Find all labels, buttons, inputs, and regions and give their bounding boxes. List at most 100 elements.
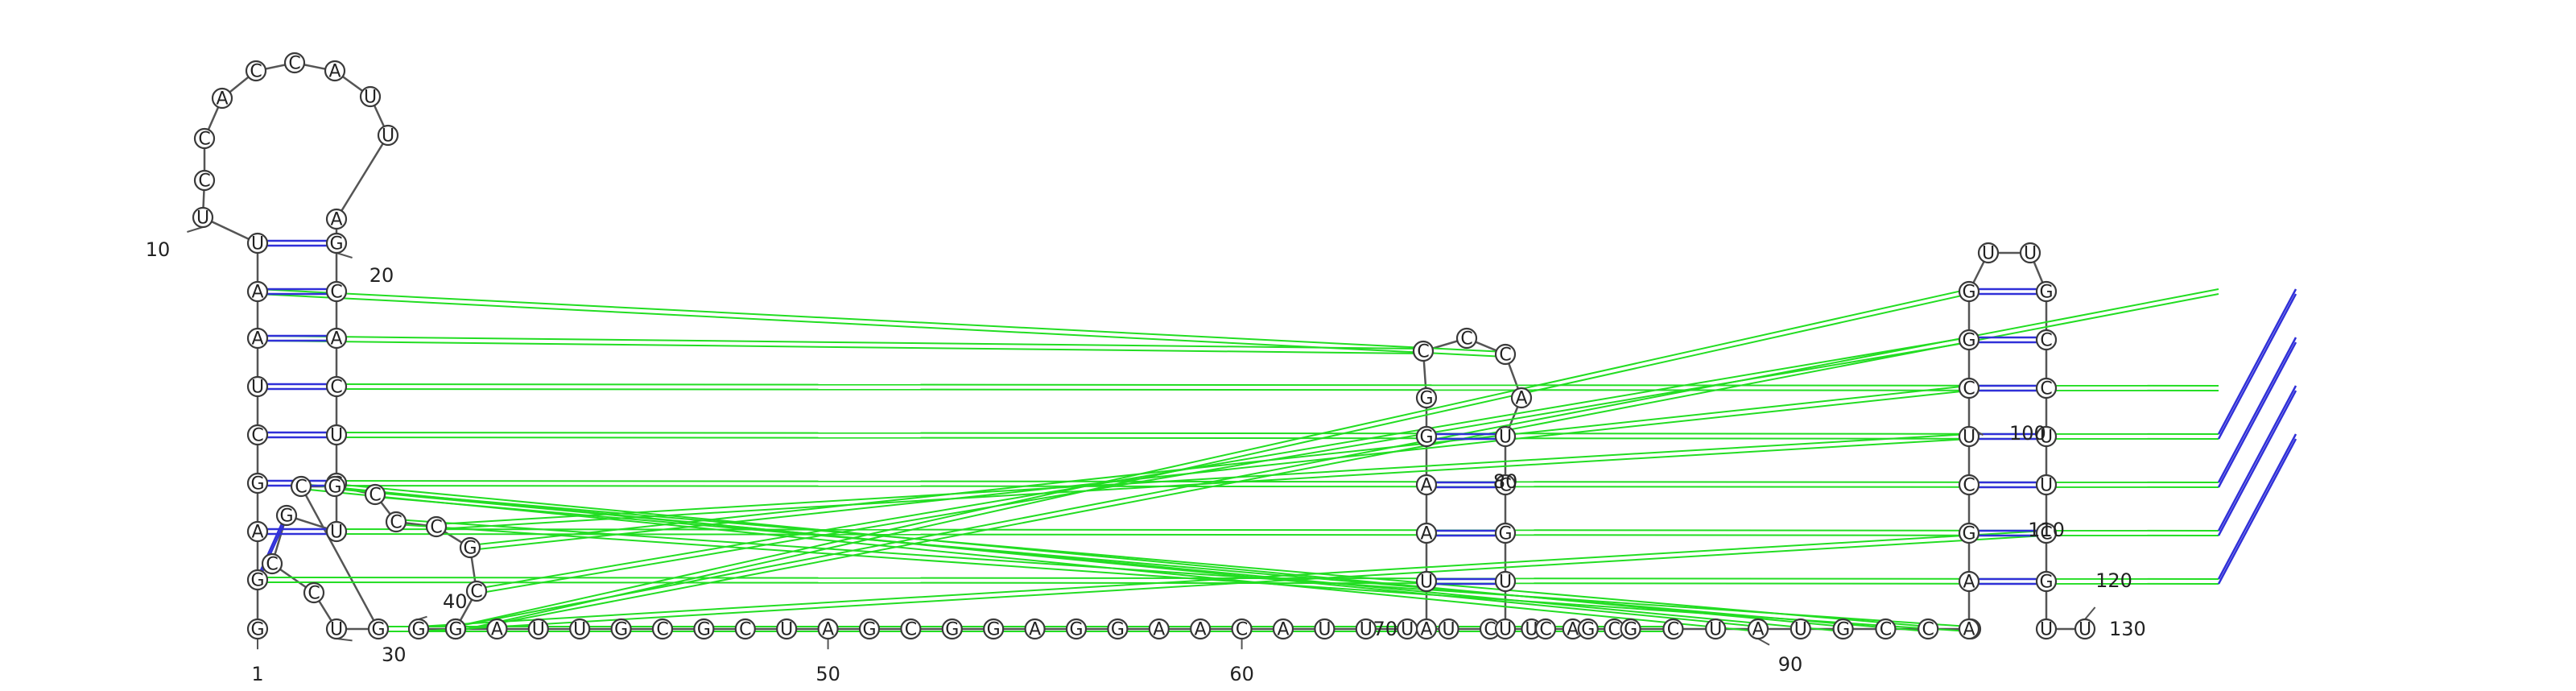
- nucleotide-letter: C: [905, 620, 917, 640]
- nucleotide-letter: A: [1029, 620, 1041, 640]
- nucleotide-circle: [1534, 618, 1557, 640]
- nucleotide-letter: U: [1709, 620, 1722, 640]
- tertiary-interaction-line: [374, 491, 1929, 627]
- nucleotide-circle: [651, 618, 674, 640]
- nucleotide-letter: U: [1318, 620, 1331, 640]
- nucleotide-circle: [2035, 522, 2058, 544]
- tertiary-interaction-layer: [257, 288, 2219, 632]
- nucleotide-circle: [193, 169, 216, 192]
- position-label: 110: [2028, 519, 2065, 541]
- base-pair-line: [2217, 293, 2297, 440]
- nucleotide-letter: A: [1420, 620, 1432, 640]
- nucleotide-circle: [1494, 474, 1517, 496]
- nucleotide-circle: [2035, 474, 2058, 496]
- nucleotide-letter: A: [1195, 620, 1207, 640]
- nucleotide-letter: U: [1499, 428, 1512, 448]
- nucleotide-circle: [1620, 618, 1641, 640]
- nucleotide-circle: [324, 60, 346, 82]
- nucleotide-circle: [246, 232, 269, 254]
- base-pair-line: [2217, 288, 2297, 435]
- nucleotide-letter: G: [1962, 283, 1975, 303]
- nucleotide-circle: [1231, 618, 1253, 640]
- nucleotide-letter: C: [1417, 342, 1429, 362]
- nucleotide-circle: [1662, 618, 1684, 640]
- position-label: 100: [2009, 422, 2046, 445]
- nucleotide-letter: A: [1153, 620, 1165, 640]
- nucleotide-circle: [817, 618, 839, 640]
- position-label: 10: [146, 238, 171, 261]
- nucleotide-circle: [1747, 618, 1769, 640]
- nucleotide-circle: [1415, 522, 1438, 544]
- nucleotide-letter: A: [251, 523, 263, 543]
- tertiary-interaction-line: [455, 293, 2219, 632]
- nucleotide-circle: [1415, 425, 1438, 448]
- nucleotide-circle: [193, 127, 216, 150]
- nucleotide-letter: C: [1236, 620, 1248, 640]
- nucleotide-circle: [325, 232, 348, 254]
- nucleotide-circle: [1494, 425, 1517, 448]
- nucleotide-letter: G: [1419, 428, 1433, 448]
- tertiary-interaction-line: [455, 288, 2219, 627]
- nucleotide-circle: [246, 375, 269, 398]
- nucleotide-letter: U: [2040, 428, 2053, 448]
- nucleotide-letter: U: [330, 426, 343, 446]
- nucleotide-letter: G: [945, 620, 959, 640]
- nucleotide-circle: [407, 618, 430, 640]
- nucleotide-circle: [367, 618, 390, 640]
- tertiary-interaction-line: [257, 340, 1424, 354]
- nucleotide-circle: [1412, 340, 1435, 362]
- nucleotide-circle: [325, 520, 348, 543]
- nucleotide-letter: C: [198, 130, 210, 150]
- tertiary-interaction-line: [257, 288, 1506, 353]
- nucleotide-circle: [459, 536, 481, 559]
- nucleotide-letter: C: [739, 620, 751, 640]
- nucleotide-circle: [283, 52, 306, 74]
- tertiary-interaction-line: [257, 437, 2219, 440]
- nucleotide-letter: C: [1880, 620, 1892, 640]
- tertiary-interaction-line: [257, 293, 1506, 358]
- nucleotide-letter: C: [1963, 379, 1975, 399]
- nucleotide-circle: [246, 618, 269, 640]
- nucleotide-circle: [1958, 474, 1980, 496]
- base-pair-line: [2217, 438, 2297, 585]
- nucleotide-letter: U: [330, 523, 343, 543]
- nucleotide-letter: G: [1962, 331, 1975, 351]
- position-label: 50: [815, 663, 840, 685]
- nucleotide-circle: [2035, 329, 2058, 351]
- nucleotide-circle: [1494, 618, 1517, 640]
- nucleotide-letter: C: [330, 378, 342, 398]
- nucleotide-letter: C: [251, 426, 263, 446]
- nucleotide-circle: [211, 87, 233, 110]
- nucleotide-circle: [1705, 618, 1727, 640]
- nucleotide-letter: C: [330, 283, 342, 303]
- nucleotide-letter: C: [1499, 476, 1511, 496]
- tertiary-interaction-line: [469, 390, 1970, 551]
- position-label: 80: [1493, 470, 1518, 493]
- nucleotide-circle: [2035, 425, 2058, 448]
- nucleotide-letter: C: [1539, 620, 1551, 640]
- nucleotide-circle: [1355, 618, 1377, 640]
- nucleotide-circle: [1958, 618, 1980, 640]
- nucleotide-circle: [324, 475, 346, 498]
- nucleotide-circle: [246, 327, 269, 350]
- nucleotide-letter: C: [390, 513, 402, 533]
- position-label: 60: [1229, 663, 1254, 685]
- tertiary-interaction-line: [257, 485, 2219, 488]
- nucleotide-circle: [1065, 618, 1088, 640]
- nucleotide-letter: A: [251, 283, 263, 303]
- nucleotide-circle: [1024, 618, 1046, 640]
- nucleotide-circle: [1494, 343, 1517, 366]
- tertiary-interaction-line: [395, 519, 1970, 627]
- nucleotide-letter: C: [470, 582, 482, 602]
- tertiary-interaction-line: [455, 288, 1970, 627]
- nucleotide-circle: [2035, 377, 2058, 399]
- nucleotide-letter: C: [2040, 379, 2052, 399]
- nucleotide-circle: [610, 618, 632, 640]
- nucleotide-circle: [1832, 618, 1854, 640]
- nucleotide-circle: [1958, 329, 1980, 351]
- tertiary-interaction-line: [300, 488, 1759, 632]
- nucleotide-letter: U: [1499, 573, 1512, 593]
- nucleotide-circle: [245, 60, 267, 82]
- position-tick: [336, 252, 353, 259]
